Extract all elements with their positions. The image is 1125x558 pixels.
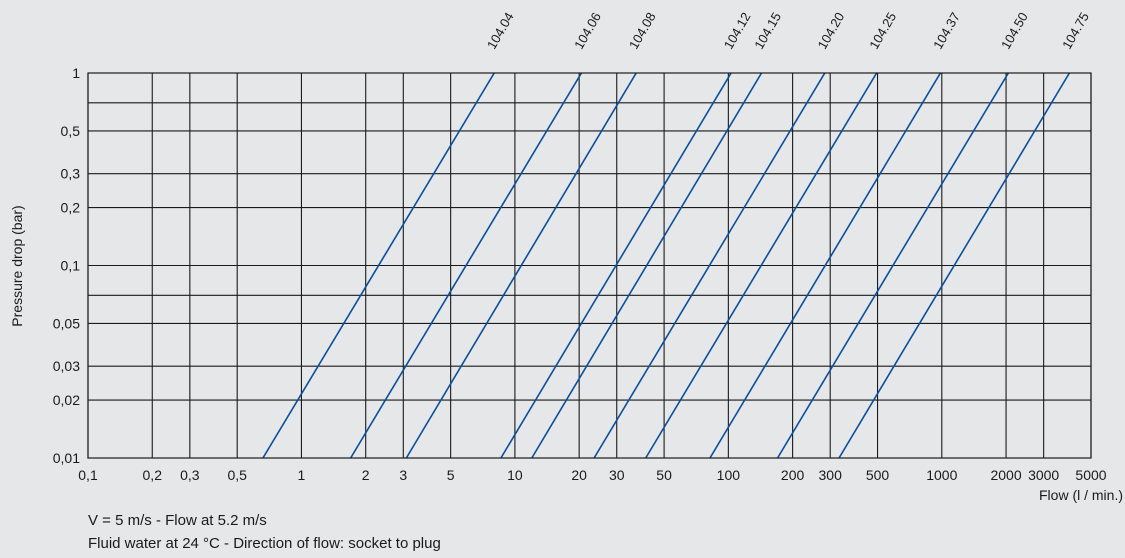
x-tick-label: 30: [609, 467, 625, 483]
y-axis-label: Pressure drop (bar): [9, 205, 25, 326]
y-tick-label: 0,02: [53, 392, 80, 408]
series-label-104.15: 104.15: [751, 10, 784, 52]
series-line-104.08: [405, 73, 638, 458]
x-tick-label: 200: [781, 467, 805, 483]
series-label-104.12: 104.12: [721, 10, 754, 52]
y-tick-label: 0,5: [61, 123, 81, 139]
x-tick-label: 0,5: [227, 467, 247, 483]
x-tick-label: 0,3: [180, 467, 200, 483]
y-tick-labels: 0,01 0,02 0,03 0,05 0,1 0,2 0,3 0,5 1: [53, 65, 80, 466]
series-line-104.37: [709, 73, 942, 458]
pressure-drop-chart: 0,1 0,2 0,3 0,5 1 2 3 5 10 20 30 50 100 200 300 500 1000…: [9, 10, 1123, 503]
x-tick-label: 1: [298, 467, 306, 483]
series-label-104.08: 104.08: [626, 10, 659, 52]
series-line-104.06: [349, 73, 583, 458]
x-tick-label: 500: [866, 467, 890, 483]
x-tick-label: 3: [399, 467, 407, 483]
series-label-104.75: 104.75: [1059, 10, 1092, 52]
series-label-104.50: 104.50: [998, 10, 1031, 52]
series-label-104.25: 104.25: [866, 10, 899, 52]
series-line-104.50: [776, 73, 1010, 458]
x-tick-label: 100: [717, 467, 741, 483]
x-tick-label: 2: [362, 467, 370, 483]
note-velocity: V = 5 m/s - Flow at 5.2 m/s: [88, 512, 267, 529]
y-tick-label: 1: [72, 65, 80, 81]
x-tick-label: 300: [819, 467, 843, 483]
y-tick-label: 0,3: [61, 166, 81, 182]
x-tick-labels: 0,1 0,2 0,3 0,5 1 2 3 5 10 20 30 50 100 200 300 500 1000…: [78, 467, 1107, 483]
y-tick-label: 0,01: [53, 450, 80, 466]
x-tick-label: 20: [571, 467, 587, 483]
x-tick-label: 5: [447, 467, 455, 483]
y-tick-label: 0,05: [53, 315, 80, 331]
y-tick-label: 0,03: [53, 358, 80, 374]
x-tick-label: 50: [656, 467, 672, 483]
note-fluid: Fluid water at 24 °C - Direction of flow…: [88, 535, 441, 552]
series-line-104.12: [500, 73, 733, 458]
series-line-104.20: [593, 73, 826, 458]
series-label-104.20: 104.20: [814, 10, 847, 52]
plot-frame: [87, 72, 1092, 459]
series-line-104.15: [531, 73, 763, 458]
x-tick-label: 0,2: [143, 467, 163, 483]
series-label-104.04: 104.04: [484, 10, 517, 52]
series-label-104.06: 104.06: [571, 10, 604, 52]
x-tick-label: 10: [507, 467, 523, 483]
x-tick-label: 3000: [1028, 467, 1059, 483]
series-line-104.75: [838, 73, 1071, 458]
x-tick-label: 1000: [926, 467, 957, 483]
x-tick-label: 2000: [990, 467, 1021, 483]
series-layer: [262, 73, 1071, 458]
x-tick-label: 0,1: [78, 467, 98, 483]
series-line-104.04: [262, 73, 496, 458]
y-tick-label: 0,2: [61, 200, 81, 216]
x-axis-label: Flow (l / min.): [1039, 487, 1123, 503]
series-line-104.25: [645, 73, 878, 458]
grid: [87, 72, 1092, 459]
series-label-104.37: 104.37: [930, 10, 963, 52]
x-tick-label: 5000: [1075, 467, 1106, 483]
y-tick-label: 0,1: [61, 258, 81, 274]
